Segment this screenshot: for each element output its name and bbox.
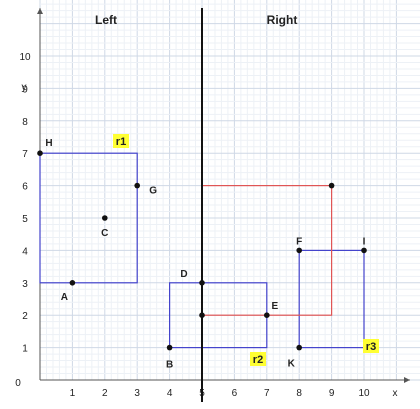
point-D bbox=[199, 280, 205, 286]
point-label-I: I bbox=[363, 236, 366, 247]
grid bbox=[39, 0, 420, 381]
point-H bbox=[37, 150, 43, 156]
point-F bbox=[296, 247, 303, 254]
x-tick-label: 6 bbox=[232, 388, 238, 399]
rectangle-label-highlight bbox=[363, 339, 379, 353]
rectangle-r1 bbox=[39, 152, 138, 284]
x-tick-label: 10 bbox=[358, 388, 370, 399]
point bbox=[199, 312, 205, 319]
rectangle-label-highlight bbox=[250, 352, 266, 366]
point-label-D: D bbox=[180, 269, 187, 280]
y-tick-label: 9 bbox=[22, 84, 28, 95]
y-axis-arrow-icon bbox=[37, 8, 43, 14]
x-tick-label: 3 bbox=[134, 388, 140, 399]
side-label-left: Left bbox=[95, 13, 117, 27]
origin-label: 0 bbox=[15, 378, 21, 389]
x-tick-label: 4 bbox=[167, 388, 173, 399]
y-tick-label: 7 bbox=[22, 149, 28, 160]
x-axis-arrow-icon bbox=[404, 377, 410, 383]
x-axis-name: x bbox=[393, 388, 398, 399]
y-tick-label: 6 bbox=[22, 182, 28, 193]
y-tick-label: 5 bbox=[22, 214, 28, 225]
point-label-G: G bbox=[149, 186, 157, 197]
y-tick-label: 8 bbox=[22, 117, 28, 128]
point-K bbox=[296, 344, 303, 351]
point-label-H: H bbox=[45, 138, 52, 149]
points bbox=[37, 150, 367, 351]
rectangle-label-highlight bbox=[113, 134, 129, 148]
y-tick-label: 1 bbox=[22, 344, 28, 355]
side-label-right: Right bbox=[267, 13, 298, 27]
y-tick-label: 2 bbox=[22, 311, 28, 322]
rectangle-label-r2: r2 bbox=[253, 354, 263, 366]
point-B bbox=[166, 344, 173, 351]
point-label-F: F bbox=[296, 236, 302, 247]
point bbox=[328, 182, 335, 189]
divider: Left Right bbox=[95, 8, 297, 402]
point-A bbox=[69, 280, 76, 286]
point-label-C: C bbox=[101, 228, 108, 239]
point-I bbox=[361, 247, 367, 254]
y-tick-label: 10 bbox=[19, 52, 31, 63]
point-label-E: E bbox=[271, 301, 278, 312]
y-axis-name: y bbox=[22, 82, 27, 93]
x-tick-label: 1 bbox=[70, 388, 76, 399]
point-label-A: A bbox=[61, 292, 68, 303]
x-tick-label: 2 bbox=[102, 388, 108, 399]
point-label-K: K bbox=[288, 359, 296, 370]
rectangle-label-r3: r3 bbox=[366, 341, 376, 353]
x-tick-label: 7 bbox=[264, 388, 270, 399]
labels: H A C G D B E F I Kr1 r2 r3 bbox=[45, 134, 379, 371]
axes bbox=[37, 8, 410, 383]
y-tick-label: 3 bbox=[22, 279, 28, 290]
rectangle-label-r1: r1 bbox=[116, 136, 126, 148]
x-tick-label: 8 bbox=[296, 388, 302, 399]
point-G bbox=[134, 182, 140, 189]
point-E bbox=[264, 312, 270, 319]
point-C bbox=[102, 215, 108, 221]
x-tick-label: 9 bbox=[329, 388, 335, 399]
y-tick-label: 4 bbox=[22, 246, 28, 257]
point-label-B: B bbox=[166, 360, 173, 371]
